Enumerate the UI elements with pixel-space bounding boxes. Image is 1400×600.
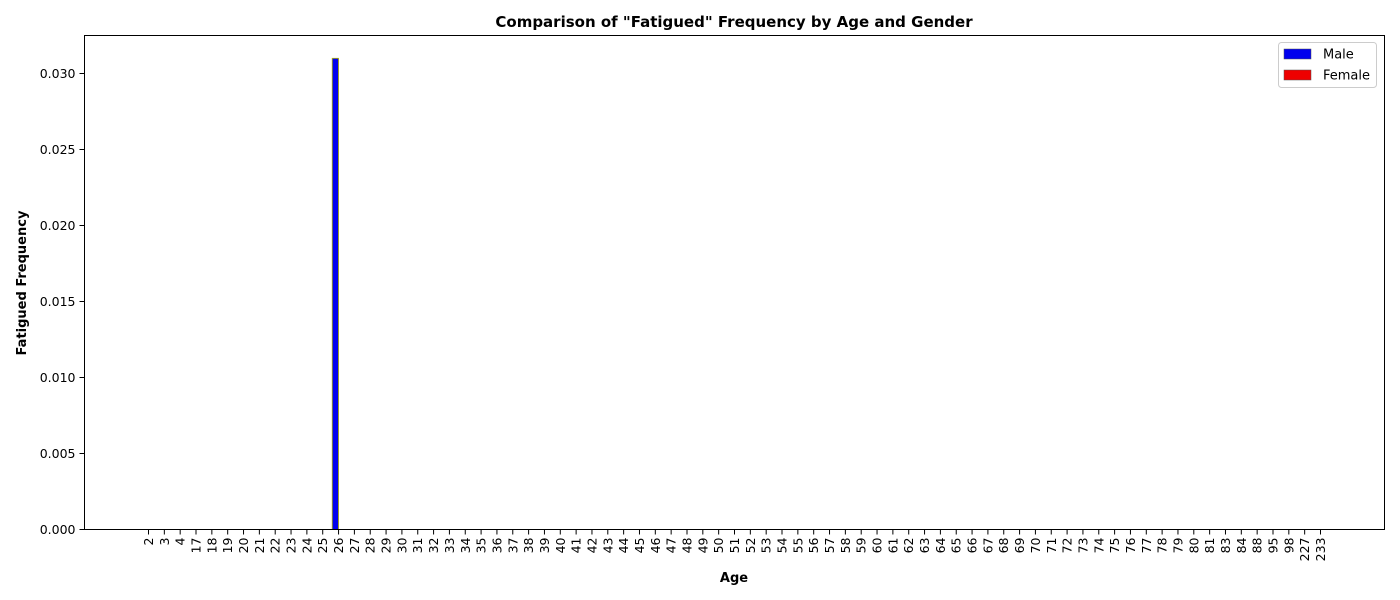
x-tick-label: 30 — [394, 537, 409, 553]
x-tick-label: 24 — [299, 537, 314, 553]
plot-frame — [84, 35, 1385, 530]
x-axis-label: Age — [720, 571, 748, 586]
x-tick-label: 40 — [553, 537, 568, 553]
x-tick-label: 42 — [584, 538, 599, 554]
plot-area — [331, 57, 339, 530]
x-tick-label: 51 — [727, 538, 742, 554]
y-tick-label: 0.020 — [40, 218, 76, 233]
x-tick-label: 80 — [1186, 537, 1201, 553]
x-tick-label: 22 — [268, 538, 283, 554]
x-tick-label: 18 — [204, 537, 219, 553]
x-tick-label: 33 — [442, 538, 457, 554]
x-tick-label: 63 — [917, 538, 932, 554]
x-tick-label: 46 — [648, 537, 663, 553]
x-tick-label: 83 — [1218, 538, 1233, 554]
x-tick-label: 61 — [885, 538, 900, 554]
x-tick-label: 79 — [1170, 537, 1185, 553]
x-tick-label: 81 — [1202, 538, 1217, 554]
bar-male-26 — [331, 57, 339, 530]
x-tick-label: 64 — [933, 537, 948, 553]
x-tick-label: 48 — [679, 537, 694, 553]
x-tick-label: 57 — [822, 538, 837, 554]
x-tick-label: 70 — [1028, 537, 1043, 553]
x-tick-label: 35 — [474, 538, 489, 554]
x-tick-label: 59 — [854, 537, 869, 553]
chart-title: Comparison of "Fatigued" Frequency by Ag… — [495, 13, 973, 31]
x-tick-label: 76 — [1123, 537, 1138, 553]
x-tick-label: 233 — [1313, 538, 1328, 562]
x-tick-label: 78 — [1155, 537, 1170, 553]
x-tick-label: 4 — [173, 537, 188, 545]
x-tick-label: 45 — [632, 538, 647, 554]
x-tick-label: 95 — [1265, 538, 1280, 554]
y-tick-label: 0.015 — [40, 294, 76, 309]
legend-label-female: Female — [1323, 69, 1370, 84]
x-tick-label: 38 — [521, 537, 536, 553]
y-tick-label: 0.025 — [40, 142, 76, 157]
x-tick-label: 36 — [489, 537, 504, 553]
x-tick-label: 3 — [157, 538, 172, 546]
x-axis: 2 3 4 17 18 19 20 21 22 23 24 25 26 27 28 29 30 31 32 33 34 3… — [141, 529, 1328, 562]
x-tick-label: 88 — [1250, 537, 1265, 553]
x-tick-label: 53 — [759, 538, 774, 554]
x-tick-label: 32 — [426, 538, 441, 554]
x-tick-label: 34 — [458, 537, 473, 553]
x-tick-label: 47 — [664, 538, 679, 554]
legend-label-male: Male — [1323, 48, 1354, 63]
x-tick-label: 25 — [315, 538, 330, 554]
x-tick-label: 98 — [1281, 537, 1296, 553]
x-tick-label: 21 — [252, 538, 267, 554]
x-tick-label: 72 — [1060, 538, 1075, 554]
x-tick-label: 60 — [870, 537, 885, 553]
x-tick-label: 227 — [1297, 538, 1312, 562]
x-tick-label: 31 — [410, 538, 425, 554]
x-tick-label: 41 — [569, 538, 584, 554]
x-tick-label: 28 — [363, 537, 378, 553]
y-tick-label: 0.010 — [40, 370, 76, 385]
legend-swatch-male — [1283, 48, 1312, 60]
x-tick-label: 49 — [695, 537, 710, 553]
x-tick-label: 56 — [806, 537, 821, 553]
x-tick-label: 75 — [1107, 538, 1122, 554]
x-tick-label: 54 — [775, 537, 790, 553]
x-tick-label: 68 — [996, 537, 1011, 553]
y-tick-label: 0.005 — [40, 446, 76, 461]
x-tick-label: 2 — [141, 538, 156, 546]
x-tick-label: 26 — [331, 537, 346, 553]
x-tick-label: 65 — [949, 538, 964, 554]
legend-swatch-female — [1283, 69, 1312, 81]
y-axis: 0.000 0.005 0.010 0.015 0.020 0.025 0.030 — [40, 66, 85, 537]
x-tick-label: 17 — [189, 538, 204, 554]
x-tick-label: 67 — [980, 538, 995, 554]
y-tick-label: 0.030 — [40, 66, 76, 81]
x-tick-label: 55 — [790, 538, 805, 554]
x-tick-label: 23 — [284, 538, 299, 554]
x-tick-label: 66 — [965, 537, 980, 553]
x-tick-label: 74 — [1091, 537, 1106, 553]
x-tick-label: 29 — [379, 537, 394, 553]
x-tick-label: 50 — [711, 537, 726, 553]
x-tick-label: 77 — [1139, 538, 1154, 554]
x-tick-label: 52 — [743, 538, 758, 554]
x-tick-label: 39 — [537, 537, 552, 553]
x-tick-label: 27 — [347, 538, 362, 554]
x-tick-label: 43 — [600, 538, 615, 554]
x-tick-label: 44 — [616, 537, 631, 553]
y-axis-label: Fatigued Frequency — [15, 210, 30, 355]
x-tick-label: 37 — [505, 538, 520, 554]
x-tick-label: 20 — [236, 537, 251, 553]
x-tick-label: 71 — [1044, 538, 1059, 554]
x-tick-label: 84 — [1234, 537, 1249, 553]
x-tick-label: 58 — [838, 537, 853, 553]
x-tick-label: 69 — [1012, 537, 1027, 553]
x-tick-label: 62 — [901, 538, 916, 554]
x-tick-label: 73 — [1075, 538, 1090, 554]
x-tick-label: 19 — [220, 537, 235, 553]
legend: Male Female — [1278, 42, 1377, 88]
y-tick-label: 0.000 — [40, 522, 76, 537]
